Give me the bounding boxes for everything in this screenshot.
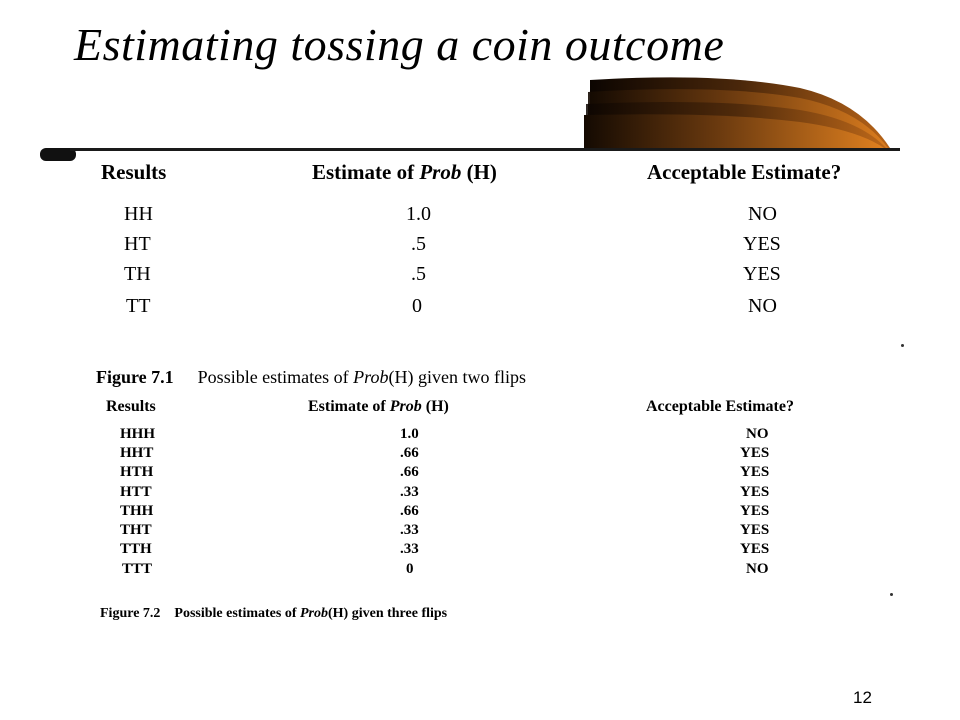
cell-result: HT	[124, 233, 151, 255]
cell-estimate: 0	[406, 561, 414, 577]
cell-estimate: .33	[400, 541, 419, 557]
stray-dot	[890, 593, 893, 596]
caption-label: Figure 7.2	[100, 606, 161, 621]
header-acceptable: Acceptable Estimate?	[647, 160, 842, 184]
cell-acceptable: YES	[740, 503, 770, 519]
cell-result: HHH	[120, 426, 156, 442]
cell-acceptable: YES	[740, 445, 770, 461]
cell-acceptable: YES	[740, 484, 770, 500]
cell-acceptable: YES	[743, 233, 781, 255]
cell-estimate: .66	[400, 464, 419, 480]
page-number: 12	[853, 688, 872, 707]
cell-acceptable: NO	[748, 203, 777, 225]
caption-label: Figure 7.1	[96, 367, 174, 387]
cell-result: THH	[120, 503, 154, 519]
cell-result: HHT	[120, 445, 154, 461]
cell-estimate: .66	[400, 445, 419, 461]
cell-acceptable: NO	[748, 295, 777, 317]
stray-dot	[901, 344, 904, 347]
cell-acceptable: NO	[746, 426, 769, 442]
figure-caption-7-2: Figure 7.2 Possible estimates of Prob(H) …	[100, 606, 448, 621]
cell-estimate: 1.0	[406, 203, 431, 225]
cell-result: HTH	[120, 464, 154, 480]
cell-result: THT	[120, 522, 152, 538]
cell-result: HTT	[120, 484, 152, 500]
cell-result: TT	[126, 295, 151, 317]
cell-result: HH	[124, 203, 153, 225]
cell-result: TTH	[120, 541, 152, 557]
cell-acceptable: YES	[740, 522, 770, 538]
cell-acceptable: NO	[746, 561, 769, 577]
cell-estimate: .66	[400, 503, 419, 519]
cell-acceptable: YES	[740, 464, 770, 480]
header-results: Results	[101, 160, 167, 184]
header-estimate: Estimate of Prob (H)	[312, 160, 497, 184]
cell-estimate: 1.0	[400, 426, 419, 442]
decorative-swoosh	[40, 77, 900, 161]
slide-title: Estimating tossing a coin outcome	[74, 19, 725, 70]
header-results: Results	[106, 398, 156, 415]
cell-estimate: .33	[400, 484, 419, 500]
cell-estimate: .5	[411, 233, 426, 255]
cell-acceptable: YES	[743, 263, 781, 285]
cell-estimate: .5	[411, 263, 426, 285]
cell-acceptable: YES	[740, 541, 770, 557]
header-acceptable: Acceptable Estimate?	[646, 398, 794, 415]
cell-estimate: 0	[412, 295, 422, 317]
header-estimate: Estimate of Prob (H)	[308, 398, 449, 415]
cell-result: TH	[124, 263, 151, 285]
figure-caption-7-1: Figure 7.1 Possible estimates of Prob(H) …	[96, 367, 526, 387]
cell-estimate: .33	[400, 522, 419, 538]
cell-result: TTT	[122, 561, 153, 577]
